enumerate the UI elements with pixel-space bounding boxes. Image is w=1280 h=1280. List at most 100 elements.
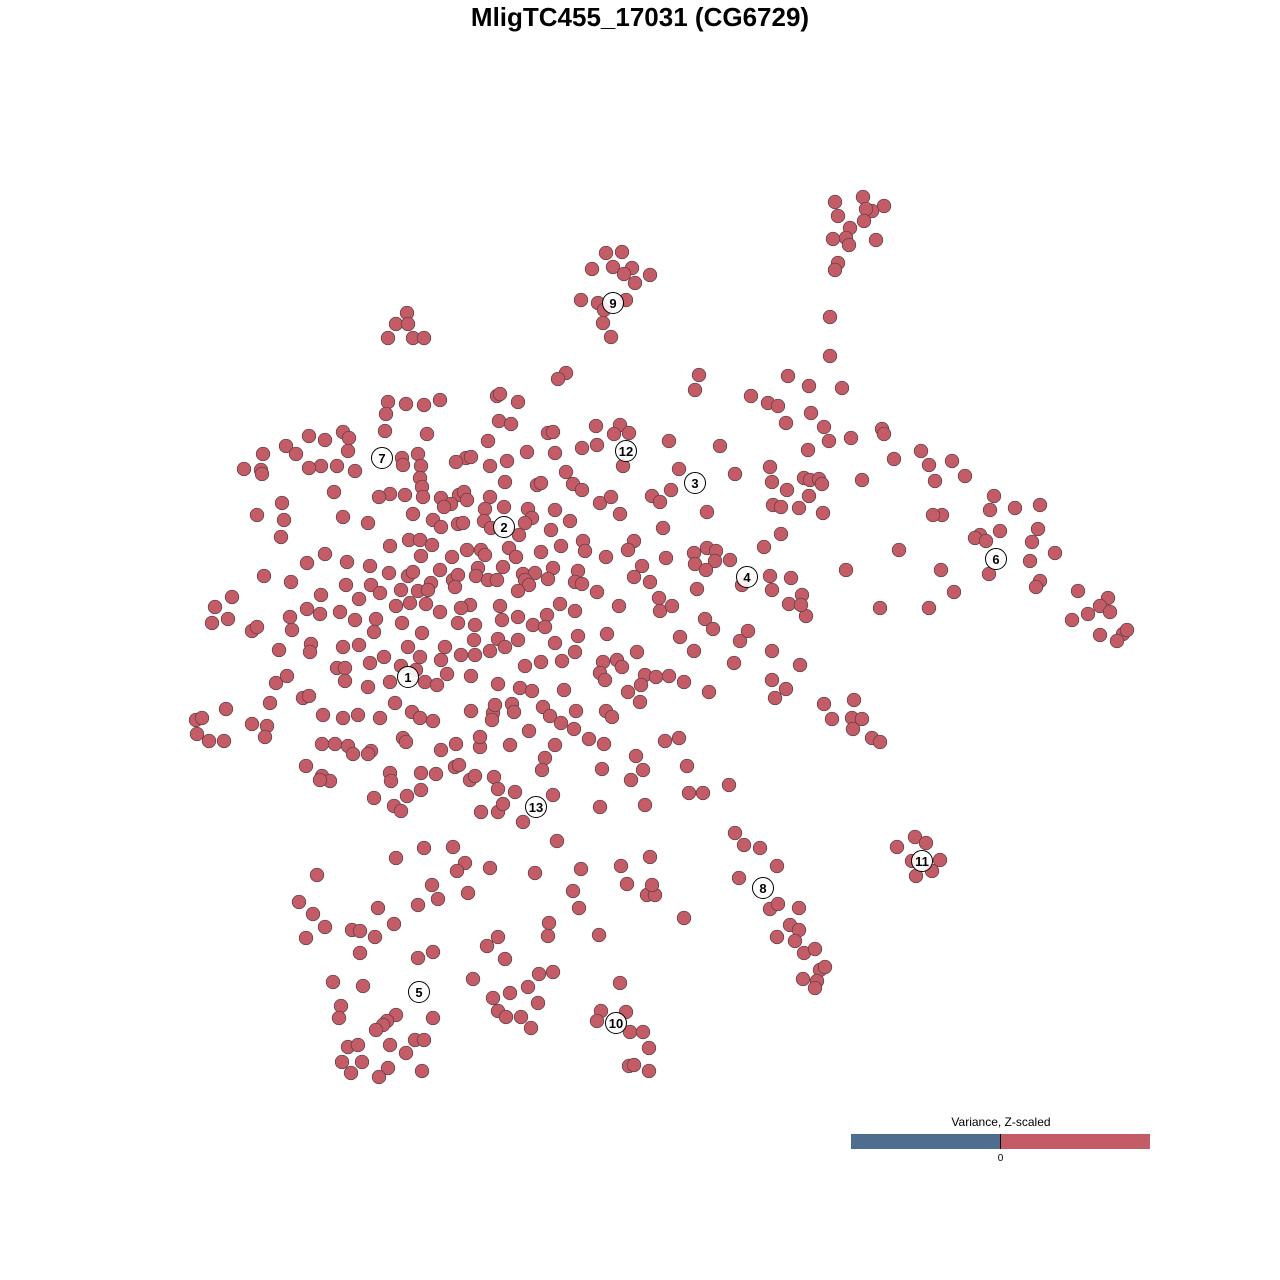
data-point	[816, 419, 832, 435]
data-point	[568, 703, 584, 719]
data-point	[1070, 583, 1086, 599]
data-point	[732, 633, 748, 649]
data-point	[635, 762, 651, 778]
data-point	[453, 600, 469, 616]
data-point	[278, 438, 294, 454]
data-point	[795, 971, 811, 987]
data-point	[370, 900, 386, 916]
data-point	[834, 380, 850, 396]
data-point	[681, 785, 697, 801]
data-point	[479, 938, 495, 954]
data-point	[312, 606, 328, 622]
cluster-label-badge	[493, 516, 515, 538]
data-point	[770, 896, 786, 912]
data-point	[554, 653, 570, 669]
data-point	[801, 378, 817, 394]
cluster-label-text: 6	[992, 552, 999, 567]
data-point	[620, 684, 636, 700]
data-point	[854, 472, 870, 488]
data-point	[449, 863, 465, 879]
data-point	[412, 710, 428, 726]
data-point	[657, 733, 673, 749]
data-point	[642, 849, 658, 865]
data-point	[727, 825, 743, 841]
data-point	[351, 591, 367, 607]
data-point	[637, 797, 653, 813]
data-point	[676, 910, 692, 926]
data-point	[664, 598, 680, 614]
data-point	[626, 1057, 642, 1073]
data-point	[614, 659, 630, 675]
data-point	[351, 637, 367, 653]
data-point	[891, 542, 907, 558]
data-point	[773, 499, 789, 515]
data-point	[432, 392, 448, 408]
cluster-label-8: 8	[752, 877, 774, 899]
data-point	[661, 668, 677, 684]
data-point	[495, 796, 511, 812]
data-point	[570, 628, 586, 644]
data-point	[814, 476, 830, 492]
data-point	[542, 708, 558, 724]
data-point	[492, 598, 508, 614]
data-point	[541, 915, 557, 931]
data-point	[846, 692, 862, 708]
data-point	[791, 500, 807, 516]
data-point	[992, 523, 1008, 539]
data-point	[450, 567, 466, 583]
data-point	[635, 1024, 651, 1040]
data-point	[620, 542, 636, 558]
cluster-label-text: 5	[415, 985, 422, 1000]
data-point	[337, 660, 353, 676]
data-point	[562, 513, 578, 529]
data-point	[566, 721, 582, 737]
data-point	[262, 695, 278, 711]
data-point	[767, 690, 783, 706]
data-point	[484, 712, 500, 728]
data-point	[424, 877, 440, 893]
cluster-label-badge	[911, 850, 933, 872]
data-point	[598, 549, 614, 565]
data-point	[382, 538, 398, 554]
data-point	[371, 1069, 387, 1085]
data-point	[589, 584, 605, 600]
data-point	[309, 867, 325, 883]
data-point	[854, 711, 870, 727]
data-point	[872, 600, 888, 616]
data-point	[731, 870, 747, 886]
data-point	[420, 582, 436, 598]
cluster-label-10: 10	[605, 1012, 627, 1034]
data-point	[432, 604, 448, 620]
data-point	[778, 415, 794, 431]
data-point	[801, 488, 817, 504]
data-point	[793, 597, 809, 613]
data-point	[343, 1065, 359, 1081]
data-point	[444, 549, 460, 565]
data-point	[416, 1032, 432, 1048]
data-point	[727, 466, 743, 482]
data-point	[540, 928, 556, 944]
data-point	[352, 945, 368, 961]
data-point	[574, 482, 590, 498]
data-point	[387, 695, 403, 711]
data-point	[368, 611, 384, 627]
data-point	[925, 507, 941, 523]
data-point	[436, 499, 452, 515]
data-point	[756, 539, 772, 555]
data-point	[301, 428, 317, 444]
data-point	[468, 568, 484, 584]
data-point	[764, 672, 780, 688]
data-point	[430, 891, 446, 907]
data-point	[388, 850, 404, 866]
data-point	[574, 440, 590, 456]
data-point	[378, 406, 394, 422]
data-point	[534, 762, 550, 778]
data-point	[626, 569, 642, 585]
data-point	[402, 595, 418, 611]
data-point	[291, 894, 307, 910]
data-point	[419, 426, 435, 442]
cluster-label-11: 11	[911, 850, 933, 872]
cluster-label-text: 4	[743, 570, 751, 585]
data-point	[268, 675, 284, 691]
data-point	[803, 405, 819, 421]
